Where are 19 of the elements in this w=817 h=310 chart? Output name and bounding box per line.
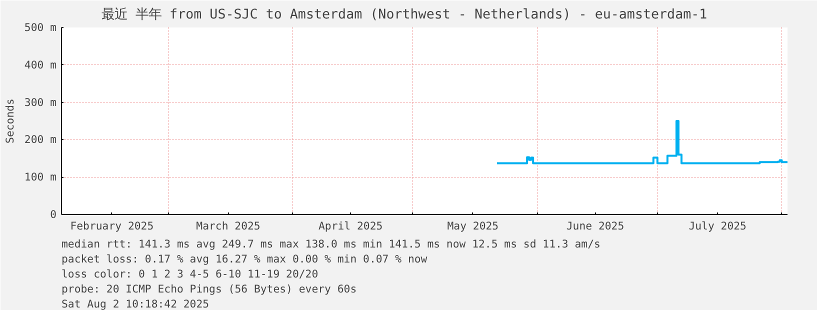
y-tick-label: 500 m xyxy=(24,21,56,34)
x-tick-label: February 2025 xyxy=(70,220,154,232)
y-tick-label: 100 m xyxy=(24,170,56,184)
text: Sat Aug 2 10:18:42 2025 xyxy=(62,298,210,310)
y-tick-label: 0 xyxy=(50,208,57,221)
y-axis-title: Seconds xyxy=(3,98,16,144)
x-tick-label: June 2025 xyxy=(566,220,624,232)
x-tick-label: July 2025 xyxy=(688,220,746,232)
text: packet loss: 0.17 % avg 16.27 % max 0.00 % min 0.07 % now xyxy=(62,252,428,266)
y-tick-label: 400 m xyxy=(24,58,56,72)
x-tick-label: March 2025 xyxy=(196,220,260,232)
x-tick-label: April 2025 xyxy=(318,220,383,232)
y-tick-label: 300 m xyxy=(24,96,56,109)
chart-title: 最近 半年 from US-SJC to Amsterdam (Northwest - Netherlands) - eu-amsterdam-1 xyxy=(102,8,708,22)
text: probe: 20 ICMP Echo Pings (56 Bytes) every 60s xyxy=(62,282,357,296)
text: median rtt: 141.3 ms avg 249.7 ms max 138.0 ms min 141.5 ms now 12.5 ms sd 11.3 am/s xyxy=(62,238,600,250)
y-tick-label: 200 m xyxy=(24,133,56,146)
x-tick-label: May 2025 xyxy=(447,220,499,232)
text: loss color: 0 1 2 3 4-5 6-10 11-19 20/20 xyxy=(62,268,318,280)
